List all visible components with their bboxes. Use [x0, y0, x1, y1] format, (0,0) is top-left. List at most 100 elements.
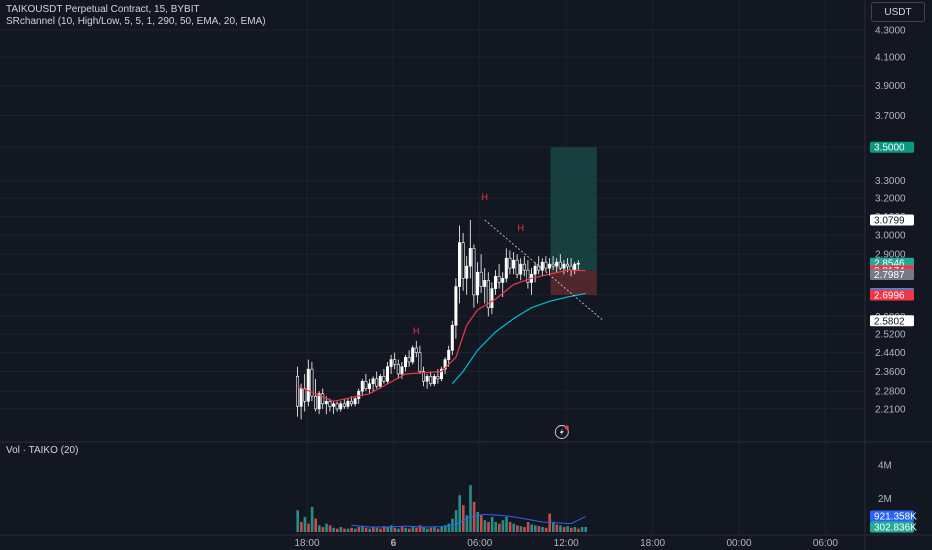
candle — [479, 254, 483, 293]
candle-body — [371, 378, 375, 385]
candle-body — [558, 261, 562, 269]
candle — [321, 388, 325, 409]
candle-body — [331, 403, 335, 407]
price-tag-bg — [870, 141, 914, 153]
volume-bar — [318, 525, 321, 532]
volume-bar — [314, 518, 317, 532]
candle — [407, 350, 411, 367]
volume-bar — [562, 526, 566, 532]
candle — [468, 219, 472, 279]
volume-bar — [512, 523, 515, 532]
price-tag: 2.6996 — [874, 291, 905, 302]
candle-body — [533, 265, 537, 275]
candle — [403, 354, 407, 372]
volume-bar — [490, 516, 494, 532]
trendline — [484, 219, 604, 322]
candle — [454, 278, 458, 339]
candle-body — [454, 286, 458, 326]
candle-body — [551, 263, 555, 267]
volume-bar — [382, 526, 386, 532]
candle — [375, 371, 379, 389]
candle-body — [522, 263, 526, 271]
volume-bar — [508, 521, 512, 532]
time-axis-label: 12:00 — [554, 538, 579, 549]
candle-body — [436, 376, 440, 380]
volume-bar — [566, 526, 569, 532]
volume-bar — [332, 527, 335, 532]
volume-bar — [465, 515, 469, 532]
candle-body — [411, 347, 415, 363]
price-axis-label: 4.3000 — [875, 26, 906, 37]
currency-button[interactable]: USDT — [871, 2, 925, 22]
candle-body — [537, 265, 541, 271]
volume-bar — [440, 526, 443, 532]
price-axis-label: 3.2000 — [875, 194, 906, 205]
candle — [310, 361, 314, 402]
ema-slow-line — [451, 292, 586, 385]
volume-bar — [296, 510, 299, 532]
volume-bar — [570, 527, 573, 532]
stop-zone — [550, 270, 597, 296]
volume-bar — [426, 528, 429, 532]
volume-legend[interactable]: Vol · TAIKO (20) — [6, 445, 79, 456]
candle-body — [385, 366, 389, 382]
candle — [558, 254, 562, 271]
pivot-high-label: H — [517, 223, 524, 233]
time-axis-label: 06:00 — [467, 538, 492, 549]
candle — [497, 264, 501, 289]
volume-bar — [375, 527, 379, 532]
candle — [533, 262, 537, 283]
candle — [486, 272, 490, 317]
candle-body — [501, 278, 505, 283]
price-axis-label: 2.2800 — [875, 387, 906, 398]
volume-bar — [476, 511, 479, 532]
candle-body — [576, 262, 580, 265]
volume-bar — [555, 524, 559, 532]
price-axis-label: 2.5200 — [875, 330, 906, 341]
candle — [522, 256, 526, 277]
annotations: H H H — [413, 192, 604, 439]
candle-body — [342, 403, 346, 407]
candle — [529, 268, 533, 295]
candle-body — [375, 378, 379, 387]
volume-bar — [390, 525, 393, 532]
volume-axis-label: 4M — [878, 461, 892, 472]
candle — [411, 345, 415, 365]
candle-body — [317, 393, 321, 410]
volume-bar — [400, 526, 404, 532]
volume-bar — [379, 528, 382, 532]
candle — [475, 262, 479, 304]
volume-bar — [559, 525, 562, 532]
candle — [328, 398, 332, 412]
volume-bar — [422, 526, 425, 532]
candle — [335, 401, 339, 412]
volume-bar — [577, 528, 580, 532]
candle — [483, 268, 487, 304]
indicator-legend[interactable]: SRchannel (10, High/Low, 5, 5, 1, 290, 5… — [6, 16, 266, 27]
candle-body — [328, 400, 332, 407]
candle-body — [389, 359, 393, 368]
volume-bar — [339, 526, 343, 532]
candle-body — [324, 400, 328, 405]
lightning-bolt — [559, 428, 564, 436]
volume-bar — [364, 527, 368, 532]
candle — [385, 361, 389, 384]
candle-body — [483, 280, 487, 287]
volume-bar — [372, 526, 375, 532]
candle — [306, 359, 310, 407]
chart-title: TAIKOUSDT Perpetual Contract, 15, BYBIT — [6, 4, 200, 15]
candle-body — [310, 368, 314, 397]
volume-bar — [501, 520, 505, 532]
candle — [378, 373, 382, 389]
candle — [576, 260, 580, 271]
volume-bar — [354, 528, 357, 532]
volume-bar — [436, 528, 440, 532]
volume-bar — [454, 510, 458, 532]
pivot-high-label: H — [481, 192, 488, 202]
candle-body — [472, 248, 476, 296]
candle-body — [429, 376, 433, 385]
candle-body — [425, 376, 429, 382]
volume-bar — [361, 526, 364, 532]
volume-bar — [469, 485, 472, 532]
